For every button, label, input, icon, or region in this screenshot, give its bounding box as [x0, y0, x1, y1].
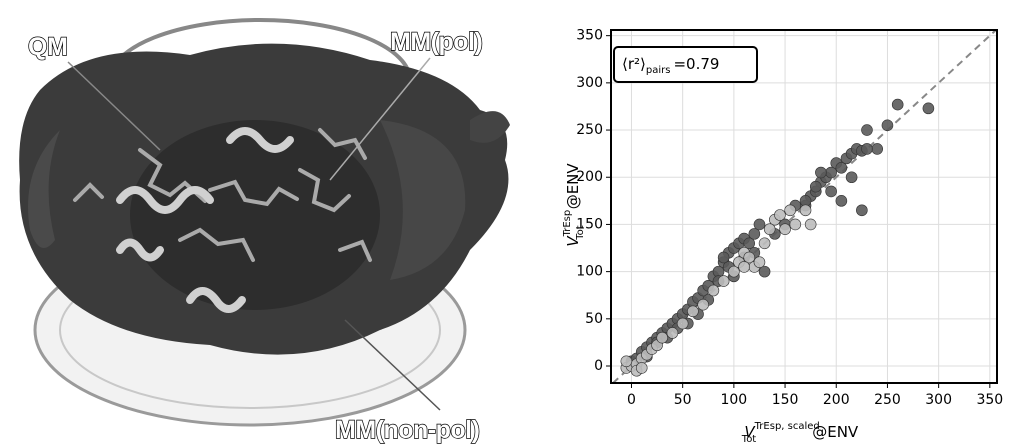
data-point: [789, 218, 802, 231]
data-point: [687, 305, 699, 318]
annotation-symbol: ⟨r²⟩: [622, 55, 646, 73]
data-point: [804, 218, 817, 231]
data-point: [845, 171, 858, 184]
data-point: [779, 223, 791, 235]
data-point: [856, 204, 868, 217]
scatter-plot: 0 50 100 150 200 250 300 350 0 50 100 150 200 250 300 3…: [576, 28, 1003, 408]
data-point: [835, 162, 848, 174]
x-label-symbol: V: [744, 423, 756, 441]
x-tick-label: 50: [674, 392, 692, 408]
annotation-text: =0.79: [673, 55, 719, 73]
x-tick-label: 200: [823, 392, 850, 408]
data-point: [728, 265, 740, 278]
y-tick-label: 50: [585, 311, 603, 327]
y-tick-label: 300: [576, 75, 603, 91]
data-point: [620, 355, 633, 368]
x-axis-label: VTrEsp, scaled Tot @ENV: [741, 421, 859, 445]
data-point: [871, 143, 884, 155]
data-point: [891, 98, 904, 111]
x-tick-label: 100: [720, 392, 747, 408]
y-label-sup: TrEsp: [562, 210, 573, 238]
data-point: [758, 237, 771, 250]
x-label-sup: TrEsp, scaled: [754, 421, 820, 432]
data-point: [753, 218, 766, 231]
data-point: [748, 228, 761, 240]
data-point: [835, 195, 848, 207]
y-axis-label: VTrEsp Tot @ENV: [562, 163, 586, 247]
y-tick-label: 0: [594, 358, 603, 374]
data-point: [758, 265, 771, 278]
y-label-symbol: V: [564, 235, 582, 247]
x-tick-label: 350: [976, 392, 1003, 408]
y-tick-label: 150: [576, 216, 603, 232]
data-point: [717, 251, 730, 264]
x-label-suffix: @ENV: [812, 423, 859, 441]
data-point: [809, 180, 822, 193]
mm-pol-label: MM(pol): [390, 28, 482, 56]
x-tick-label: 150: [772, 392, 799, 408]
data-point: [774, 209, 786, 221]
data-point: [717, 275, 730, 287]
qm-label: QM: [28, 33, 67, 61]
data-point: [738, 261, 750, 273]
annotation-sub: pairs: [646, 65, 671, 76]
data-point: [799, 204, 812, 217]
data-point: [784, 204, 796, 217]
data-point: [763, 223, 776, 235]
data-point: [861, 143, 873, 155]
y-tick-label: 250: [576, 122, 603, 138]
annotation-box: [613, 46, 758, 83]
data-point: [825, 185, 837, 198]
data-point: [656, 331, 668, 344]
y-tick-label: 350: [576, 28, 603, 44]
data-point: [922, 102, 935, 115]
data-point: [697, 298, 709, 311]
y-label-suffix: @ENV: [564, 163, 582, 210]
x-tick-label: 0: [627, 392, 636, 408]
data-point: [707, 284, 720, 297]
x-tick-label: 300: [925, 392, 952, 408]
protein-illustration: QM MM(pol) MM(non-pol): [19, 18, 510, 445]
y-tick-label: 100: [576, 264, 603, 280]
mm-nonpol-label: MM(non-pol): [335, 416, 480, 444]
x-label-sub: Tot: [741, 434, 757, 445]
data-point: [743, 237, 756, 250]
data-point: [815, 166, 827, 179]
data-point: [881, 119, 894, 132]
y-label-sub: Tot: [575, 225, 586, 241]
data-point: [635, 362, 648, 374]
data-point: [676, 317, 689, 330]
y-tick-label: 200: [576, 169, 603, 185]
data-point: [861, 124, 873, 136]
annotation: ⟨r²⟩pairs =0.79: [622, 55, 719, 76]
data-point: [753, 256, 766, 268]
x-tick-label: 250: [874, 392, 901, 408]
plot-frame: [610, 29, 998, 384]
data-point: [666, 327, 679, 339]
data-point: [743, 251, 756, 264]
